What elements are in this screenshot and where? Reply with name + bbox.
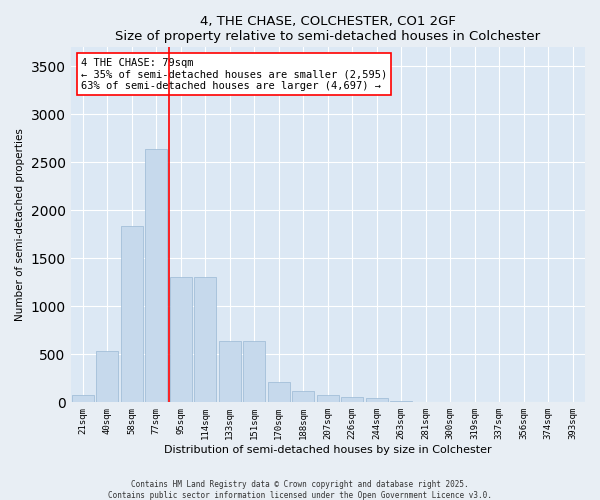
X-axis label: Distribution of semi-detached houses by size in Colchester: Distribution of semi-detached houses by … <box>164 445 491 455</box>
Bar <box>96 352 118 403</box>
Bar <box>170 276 192 402</box>
Bar <box>292 392 314 402</box>
Text: 4 THE CHASE: 79sqm
← 35% of semi-detached houses are smaller (2,595)
63% of semi: 4 THE CHASE: 79sqm ← 35% of semi-detache… <box>81 58 387 91</box>
Bar <box>390 401 412 402</box>
Text: Contains HM Land Registry data © Crown copyright and database right 2025.
Contai: Contains HM Land Registry data © Crown c… <box>108 480 492 500</box>
Bar <box>366 398 388 402</box>
Bar <box>219 341 241 402</box>
Bar <box>145 149 167 403</box>
Title: 4, THE CHASE, COLCHESTER, CO1 2GF
Size of property relative to semi-detached hou: 4, THE CHASE, COLCHESTER, CO1 2GF Size o… <box>115 15 541 43</box>
Bar <box>317 394 339 402</box>
Bar <box>121 226 143 402</box>
Bar <box>243 341 265 402</box>
Bar <box>341 397 363 402</box>
Bar <box>194 276 217 402</box>
Y-axis label: Number of semi-detached properties: Number of semi-detached properties <box>15 128 25 321</box>
Bar <box>268 382 290 402</box>
Bar <box>72 395 94 402</box>
